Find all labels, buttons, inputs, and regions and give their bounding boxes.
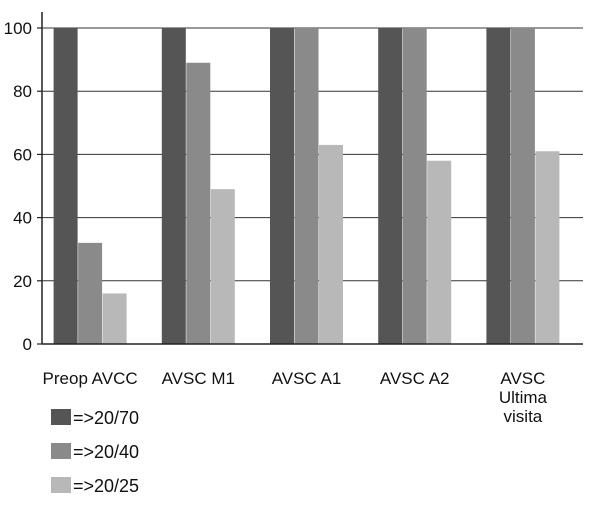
x-category-label: AVSC M1 (162, 369, 235, 388)
bar (486, 28, 511, 344)
y-tick-label: 60 (13, 145, 32, 164)
legend-swatch (51, 409, 71, 425)
bar (270, 28, 294, 344)
x-category-labels: Preop AVCC AVSC M1 AVSC A1 AVSC A2 AVSC Ultim… (43, 369, 548, 426)
bar (53, 28, 78, 344)
bar (402, 28, 427, 344)
legend-swatch (51, 477, 71, 493)
bar (535, 151, 560, 344)
bar (210, 189, 235, 344)
legend-label: =>20/40 (73, 442, 139, 462)
bar (102, 293, 127, 344)
bar (294, 28, 319, 344)
bar (78, 242, 103, 344)
y-tick-label: 80 (13, 82, 32, 101)
x-category-label: AVSC A2 (380, 369, 450, 388)
bar (186, 62, 211, 344)
y-tick-label: 0 (23, 335, 32, 354)
legend: =>20/70 =>20/40 =>20/25 (51, 408, 139, 496)
y-tick-labels: 0 20 40 60 80 100 (4, 19, 42, 354)
bar (319, 144, 343, 344)
x-category-label: AVSC A1 (272, 369, 342, 388)
y-tick-label: 40 (13, 209, 32, 228)
bar (510, 28, 535, 344)
bar (378, 28, 403, 344)
y-tick-label: 20 (13, 272, 32, 291)
bar (427, 160, 452, 344)
legend-label: =>20/25 (73, 476, 139, 496)
x-category-label: Preop AVCC (43, 369, 138, 388)
bars (53, 28, 560, 344)
bar (161, 28, 186, 344)
x-category-label: AVSC Ultima visita (499, 369, 548, 426)
y-tick-label: 100 (4, 19, 32, 38)
axes (41, 12, 583, 345)
legend-label: =>20/70 (73, 408, 139, 428)
legend-swatch (51, 443, 71, 459)
